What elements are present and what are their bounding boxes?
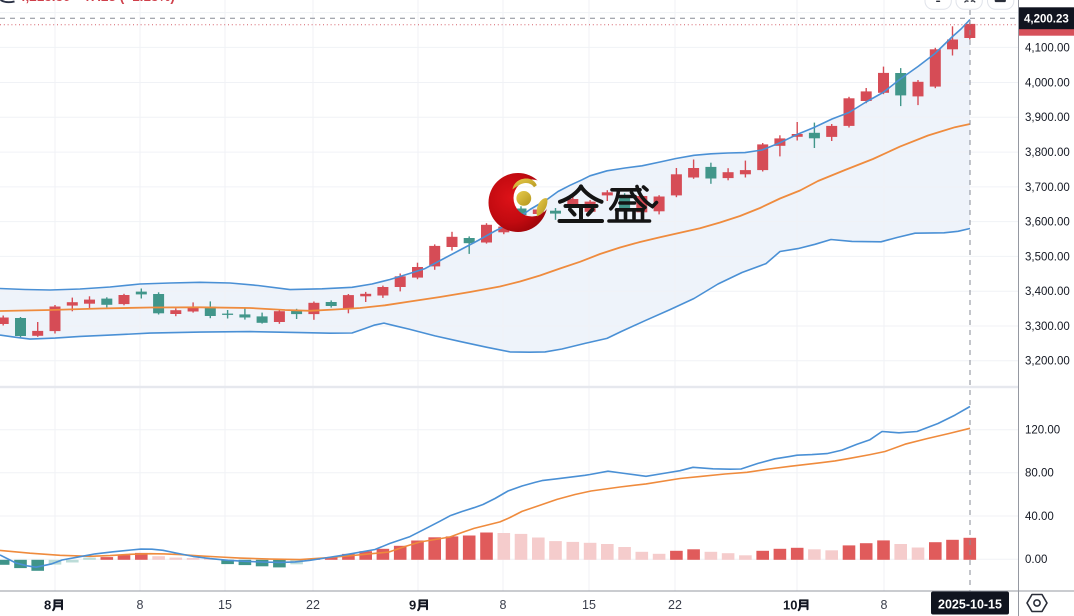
svg-text:4,000.00: 4,000.00 (1025, 77, 1070, 89)
svg-text:3,600.00: 3,600.00 (1025, 217, 1070, 229)
svg-text:9: 9 (409, 598, 416, 613)
svg-text:0.00: 0.00 (1025, 554, 1047, 566)
svg-text:3,800.00: 3,800.00 (1025, 147, 1070, 159)
svg-text:2025-10-15: 2025-10-15 (938, 598, 1002, 612)
svg-text:3,700.00: 3,700.00 (1025, 182, 1070, 194)
svg-text:4,100.00: 4,100.00 (1025, 42, 1070, 54)
svg-text:22: 22 (668, 598, 682, 612)
svg-text:3,400.00: 3,400.00 (1025, 286, 1070, 298)
svg-text:8: 8 (44, 598, 51, 613)
svg-text:15: 15 (582, 598, 596, 612)
svg-text:4,200.23: 4,200.23 (1024, 13, 1069, 25)
svg-text:10: 10 (783, 598, 797, 613)
svg-text:3,200.00: 3,200.00 (1025, 355, 1070, 367)
svg-text:8: 8 (137, 598, 144, 612)
svg-text:22: 22 (306, 598, 320, 612)
svg-text:4,213.30 +47.25 (+1.13%): 4,213.30 +47.25 (+1.13%) (18, 0, 175, 4)
svg-text:8: 8 (500, 598, 507, 612)
svg-text:3,900.00: 3,900.00 (1025, 112, 1070, 124)
svg-text:40.00: 40.00 (1025, 511, 1054, 523)
svg-text:80.00: 80.00 (1025, 468, 1054, 480)
svg-text:15: 15 (218, 598, 232, 612)
svg-text:120.00: 120.00 (1025, 425, 1060, 437)
svg-text:3,300.00: 3,300.00 (1025, 321, 1070, 333)
svg-text:3,500.00: 3,500.00 (1025, 251, 1070, 263)
svg-text:8: 8 (881, 598, 888, 612)
